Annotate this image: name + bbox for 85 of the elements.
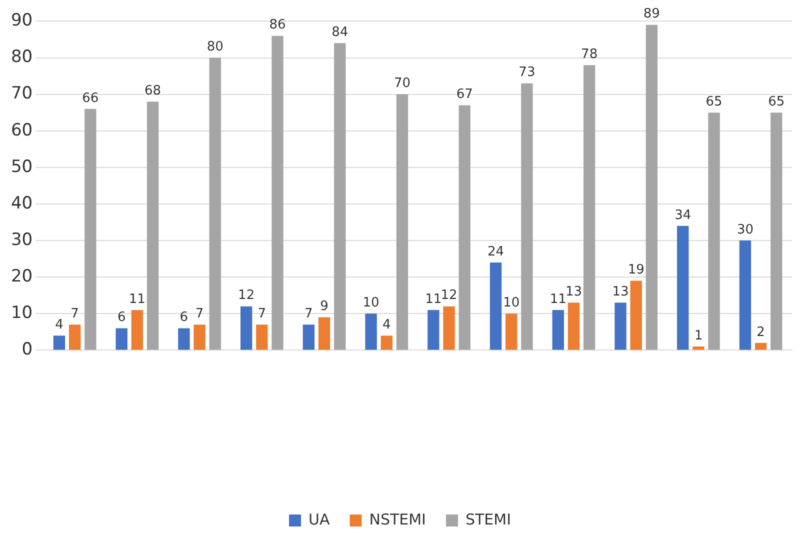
bar — [131, 310, 144, 350]
data-label: 86 — [269, 18, 286, 33]
bar — [630, 280, 642, 350]
y-tick-label: 30 — [10, 230, 33, 250]
bar — [272, 36, 284, 350]
bar — [458, 105, 470, 350]
bar — [178, 328, 190, 350]
bar — [692, 346, 704, 350]
data-label: 89 — [643, 6, 660, 22]
data-label: 19 — [628, 262, 644, 278]
data-label: 24 — [487, 244, 504, 260]
data-label: 1 — [694, 328, 703, 344]
data-label: 80 — [206, 40, 224, 55]
bar — [614, 302, 626, 350]
y-tick-label: 20 — [10, 266, 33, 287]
y-tick-label: 90 — [10, 10, 33, 31]
bar — [194, 324, 206, 350]
data-label: 12 — [440, 288, 458, 304]
bar — [146, 102, 159, 350]
data-label: 66 — [82, 90, 99, 106]
data-label: 65 — [768, 94, 785, 110]
legend-label: UA — [308, 510, 330, 528]
data-label: 7 — [195, 306, 204, 322]
legend-label: STEMI — [465, 510, 512, 528]
data-label: 7 — [304, 306, 313, 322]
bar — [552, 310, 564, 350]
bar — [334, 43, 346, 350]
data-label: 6 — [117, 310, 126, 326]
y-tick-label: 60 — [10, 120, 33, 140]
data-label: 30 — [736, 222, 754, 238]
data-label: 34 — [674, 208, 692, 223]
data-label: 78 — [581, 46, 598, 62]
bar — [677, 226, 689, 350]
bar — [583, 65, 596, 350]
data-label: 2 — [756, 324, 765, 340]
bar — [318, 317, 330, 350]
data-label: 70 — [394, 76, 410, 92]
y-tick-label: 80 — [10, 47, 33, 68]
bar — [84, 108, 96, 350]
bar — [53, 336, 66, 350]
data-label: 67 — [456, 87, 473, 102]
bar — [380, 336, 392, 350]
bar — [490, 262, 502, 350]
data-label: 11 — [128, 292, 146, 307]
data-label: 7 — [70, 306, 79, 322]
data-label: 9 — [320, 299, 328, 314]
bar — [256, 324, 268, 350]
data-label: 6 — [180, 310, 188, 326]
data-label: 84 — [332, 25, 348, 40]
data-label: 4 — [55, 317, 64, 332]
bar — [428, 310, 440, 350]
data-label: 7 — [258, 306, 266, 322]
data-label: 12 — [238, 288, 255, 304]
bar — [240, 306, 252, 350]
y-tick-label: 10 — [10, 303, 33, 324]
data-label: 10 — [362, 296, 380, 311]
bar — [568, 302, 580, 350]
bar — [302, 324, 315, 350]
bar — [708, 112, 720, 350]
bar — [739, 240, 752, 350]
y-tick-label: 40 — [10, 193, 33, 214]
y-tick-label: 0 — [22, 340, 33, 360]
bar — [68, 324, 81, 350]
bar — [754, 342, 767, 350]
data-label: 13 — [612, 284, 629, 300]
bar — [646, 24, 658, 350]
legend-label: NSTEMI — [369, 510, 426, 528]
data-label: 4 — [382, 317, 391, 332]
bar — [365, 314, 377, 350]
y-tick-label: 50 — [10, 156, 33, 177]
data-label: 68 — [144, 83, 162, 98]
data-label: 11 — [425, 292, 442, 307]
data-label: 13 — [565, 284, 582, 300]
bar — [116, 328, 128, 350]
bar — [396, 94, 408, 350]
bar — [506, 314, 518, 350]
data-label: 10 — [503, 296, 520, 311]
bar — [209, 58, 221, 350]
bar — [521, 83, 533, 350]
data-label: 73 — [518, 65, 536, 80]
bar — [770, 112, 782, 350]
bar — [443, 306, 455, 350]
data-label: 11 — [550, 292, 566, 307]
y-tick-label: 70 — [10, 84, 33, 104]
data-label: 65 — [706, 94, 722, 110]
